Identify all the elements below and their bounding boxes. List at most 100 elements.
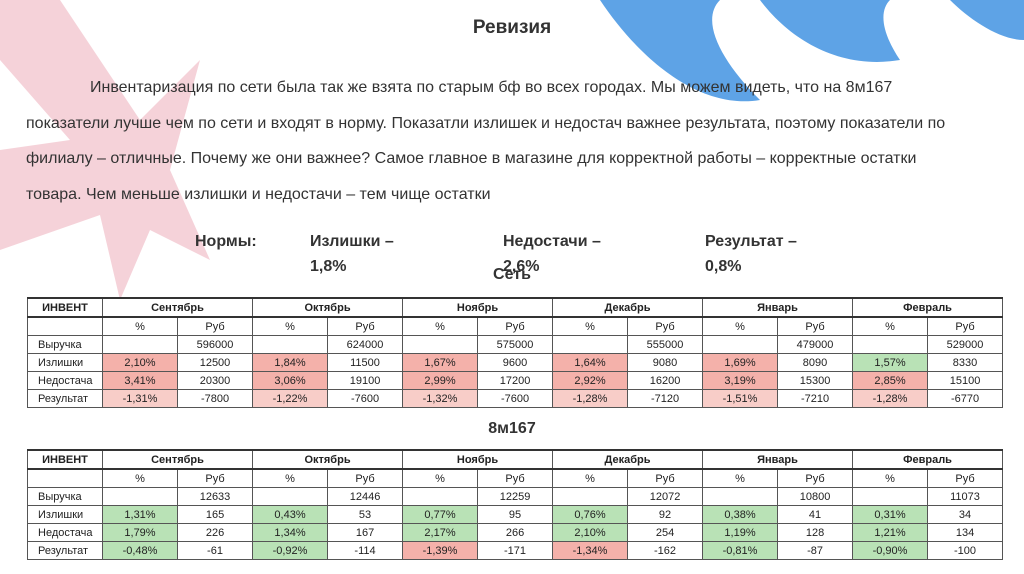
table-row: Недостача 1,79% 226 1,34% 167 2,17% 266 2,10% 25… (27, 523, 1004, 542)
unit-row: % Руб% Руб% Руб% Руб% Руб% Руб (27, 468, 1004, 488)
cell: -6770 (927, 389, 1004, 408)
title: Ревизия (472, 17, 552, 38)
month-header: Декабрь (552, 297, 704, 318)
cell: 1,79% (102, 523, 178, 542)
cell: -7800 (176, 389, 254, 408)
cell: 12500 (176, 353, 254, 372)
cell: -100 (927, 541, 1004, 560)
cell: 2,85% (852, 371, 929, 390)
unit-header: Руб (176, 316, 254, 336)
unit-header: % (102, 316, 178, 336)
unit-header: Руб (777, 468, 854, 488)
month-header: Февраль (852, 297, 1004, 318)
cell: 1,31% (102, 505, 178, 524)
cell: -171 (477, 541, 554, 560)
cell: 2,17% (402, 523, 479, 542)
unit-header: % (402, 316, 479, 336)
table-row: Результат -1,31% -7800 -1,22% -7600 -1,32% -76… (27, 389, 1004, 408)
cell: -1,32% (402, 389, 479, 408)
cell (27, 316, 103, 336)
cell: 266 (477, 523, 554, 542)
month-header: Октябрь (252, 297, 404, 318)
unit-header: Руб (327, 316, 404, 336)
table-caption: Сеть (493, 266, 531, 283)
header-row: ИНВЕНТ Сентябрь Октябрь Ноябрь Декабрь Январь… (27, 297, 1004, 318)
cell: 226 (176, 523, 254, 542)
row-label: Выручка (27, 335, 103, 354)
unit-header: Руб (477, 316, 554, 336)
table-row: Выручка 596000 624000 575000 555000 479000 529… (27, 335, 1004, 354)
cell: 134 (927, 523, 1004, 542)
cell (252, 335, 329, 354)
unit-header: Руб (477, 468, 554, 488)
unit-header: Руб (176, 468, 254, 488)
month-header: Декабрь (552, 449, 704, 470)
unit-header: % (552, 316, 629, 336)
data-table: ИНВЕНТ Сентябрь Октябрь Ноябрь Декабрь Январь… (27, 297, 1004, 408)
cell: 8330 (927, 353, 1004, 372)
row-label: Результат (27, 541, 103, 560)
cell: 19100 (327, 371, 404, 390)
cell (252, 487, 329, 506)
table-row: Излишки 1,31% 165 0,43% 53 0,77% 95 0,76% 92 0,38… (27, 505, 1004, 524)
cell: 624000 (327, 335, 404, 354)
row-label: Результат (27, 389, 103, 408)
unit-header: % (852, 468, 929, 488)
row-label: Недостача (27, 371, 103, 390)
cell: 529000 (927, 335, 1004, 354)
cell: 2,92% (552, 371, 629, 390)
cell: 15300 (777, 371, 854, 390)
cell (852, 335, 929, 354)
cell: 1,64% (552, 353, 629, 372)
cell: 2,99% (402, 371, 479, 390)
month-header: Ноябрь (402, 297, 554, 318)
paragraph: Инвентаризация по сети была так же взята… (26, 79, 946, 203)
month-header: Февраль (852, 449, 1004, 470)
unit-header: % (252, 468, 329, 488)
cell: 167 (327, 523, 404, 542)
cell: 3,06% (252, 371, 329, 390)
cell: 479000 (777, 335, 854, 354)
unit-header: Руб (777, 316, 854, 336)
unit-header: Руб (327, 468, 404, 488)
month-header: Январь (702, 449, 854, 470)
cell: 596000 (176, 335, 254, 354)
cell: 165 (176, 505, 254, 524)
month-header: Ноябрь (402, 449, 554, 470)
cell: -1,39% (402, 541, 479, 560)
cell: -1,28% (852, 389, 929, 408)
cell: 254 (627, 523, 704, 542)
unit-header: % (402, 468, 479, 488)
cell (852, 487, 929, 506)
unit-header: % (102, 468, 178, 488)
unit-row: % Руб% Руб% Руб% Руб% Руб% Руб (27, 316, 1004, 336)
cell: 0,76% (552, 505, 629, 524)
cell: 0,38% (702, 505, 779, 524)
table-row: Излишки 2,10% 12500 1,84% 11500 1,67% 9600 1,64… (27, 353, 1004, 372)
table-row: Выручка 12633 12446 12259 12072 10800 11073 (27, 487, 1004, 506)
cell: 0,31% (852, 505, 929, 524)
data-table: ИНВЕНТ Сентябрь Октябрь Ноябрь Декабрь Январь… (27, 449, 1004, 560)
cell: 1,21% (852, 523, 929, 542)
unit-header: Руб (927, 316, 1004, 336)
row-label: Выручка (27, 487, 103, 506)
header-row: ИНВЕНТ Сентябрь Октябрь Ноябрь Декабрь Январь… (27, 449, 1004, 470)
cell: -1,31% (102, 389, 178, 408)
cell: 95 (477, 505, 554, 524)
month-header: Октябрь (252, 449, 404, 470)
cell (402, 335, 479, 354)
cell (27, 468, 103, 488)
cell (702, 335, 779, 354)
cell: 34 (927, 505, 1004, 524)
norms-label: Нормы: (195, 233, 257, 250)
cell (552, 335, 629, 354)
cell: 1,84% (252, 353, 329, 372)
unit-header: % (702, 316, 779, 336)
cell: -1,34% (552, 541, 629, 560)
unit-header: % (552, 468, 629, 488)
cell: 12259 (477, 487, 554, 506)
unit-header: Руб (627, 316, 704, 336)
cell: -1,51% (702, 389, 779, 408)
cell: 1,34% (252, 523, 329, 542)
